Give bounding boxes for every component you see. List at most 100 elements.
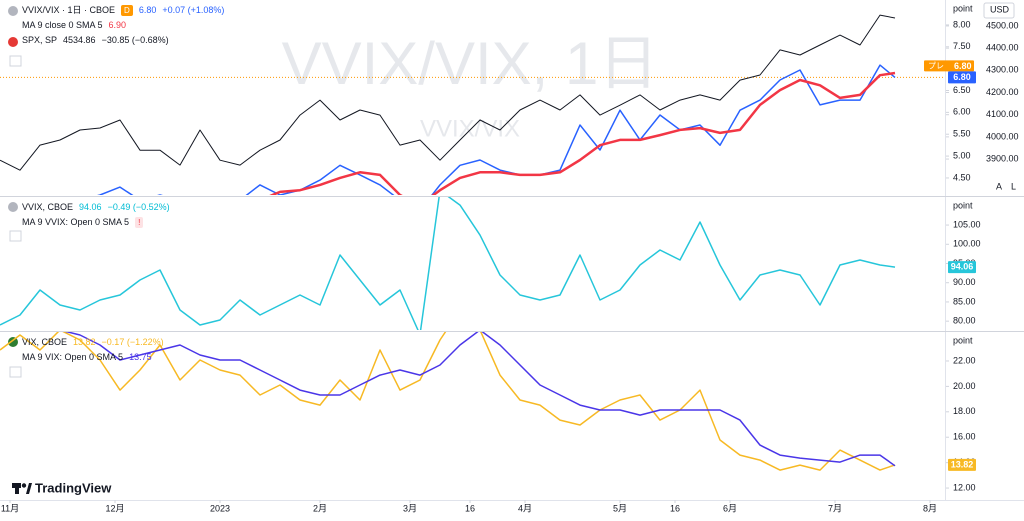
premarket-box [924, 60, 974, 72]
collapse-button[interactable] [9, 366, 22, 378]
y-tick-label: 85.00 [953, 296, 976, 306]
legend-item: 94.06 [79, 202, 102, 212]
x-tick-label: 4月 [518, 503, 532, 513]
y-tick-label: 90.00 [953, 277, 976, 287]
legend-item: −0.17 (−1.22%) [101, 337, 164, 347]
symbol-icon [8, 6, 18, 16]
legend-row: VIX, CBOE 13.82 −0.17 (−1.22%) [22, 335, 164, 350]
price-label: 6.80 [953, 72, 971, 82]
legend-item: VVIX, CBOE [22, 202, 74, 212]
x-tick-label: 7月 [828, 503, 842, 513]
y-tick-label: 100.00 [953, 239, 981, 249]
y-tick-label: 4.50 [953, 172, 971, 182]
series-line [64, 332, 896, 467]
y-tick-label: 20.00 [953, 381, 976, 391]
legend-item: −0.49 (−0.52%) [107, 202, 170, 212]
collapse-button[interactable] [9, 230, 22, 242]
y-tick-label: 22.00 [953, 355, 976, 365]
legend-item: MA 9 VIX: Open 0 SMA 5 [22, 352, 124, 362]
y-tick-label: 4400.00 [986, 43, 1019, 53]
y-tick-label: 7.50 [953, 41, 971, 51]
legend-item: 13.82 [73, 337, 96, 347]
legend-item: 6.90 [108, 20, 127, 30]
scale-label: point [953, 3, 973, 13]
tv-logo [12, 483, 32, 494]
x-tick-label: 11月 [1, 503, 19, 513]
price-label: 94.06 [951, 261, 974, 271]
price-label: 13.82 [951, 459, 974, 469]
brand: TradingView [35, 480, 112, 495]
legend-item: 13.75 [129, 352, 152, 362]
legend-row: MA 9 VVIX: Open 0 SMA 5! [22, 215, 170, 230]
legend-row: VVIX, CBOE 94.06 −0.49 (−0.52%) [22, 200, 170, 215]
series-line [0, 14, 896, 171]
symbol-icon [8, 337, 18, 347]
y-tick-label: 4000.00 [986, 131, 1019, 141]
y-tick-label: 16.00 [953, 432, 976, 442]
y-tick-label: 5.00 [953, 150, 971, 160]
legend-item: 6.80 [138, 5, 157, 15]
legend-item: SPX, SP [22, 35, 58, 45]
series-line [269, 71, 896, 195]
scale-label: point [953, 200, 973, 210]
legend: VVIX, CBOE 94.06 −0.49 (−0.52%) MA 9 VVIX: … [22, 200, 170, 230]
price-label-box [948, 71, 976, 84]
y-tick-label: 4500.00 [986, 20, 1019, 30]
collapse-button[interactable] [9, 55, 22, 67]
y-tick-label: 105.00 [953, 219, 981, 229]
scale-label: USD [990, 4, 1010, 14]
legend-item: VVIX/VIX · 1日 · CBOE [22, 5, 116, 15]
series-line [97, 64, 896, 195]
legend: VVIX/VIX · 1日 · CBOE D 6.80 +0.07 (+1.08%) M… [22, 3, 224, 48]
series-line [0, 197, 896, 330]
premarket-label: プレ [928, 61, 944, 70]
x-tick-label: 16 [670, 503, 680, 513]
y-tick-label: 6.50 [953, 85, 971, 95]
symbol-icon [8, 37, 18, 47]
y-tick-label: 80.00 [953, 316, 976, 326]
y-tick-label: 6.00 [953, 107, 971, 117]
y-tick-label: 12.00 [953, 482, 976, 492]
y-tick-label: 5.50 [953, 129, 971, 139]
x-tick-label: 3月 [403, 503, 417, 513]
x-tick-label: 2023 [210, 503, 230, 513]
x-tick-label: 6月 [723, 503, 737, 513]
scale-label: A [996, 181, 1002, 191]
price-label-box [948, 261, 976, 274]
legend-row: VVIX/VIX · 1日 · CBOE D 6.80 +0.07 (+1.08%) [22, 3, 224, 18]
y-tick-label: 8.00 [953, 19, 971, 29]
legend-item: −30.85 (−0.68%) [101, 35, 169, 45]
x-tick-label: 12月 [105, 503, 124, 513]
symbol-icon [8, 202, 18, 212]
y-tick-label: 4100.00 [986, 109, 1019, 119]
y-tick-label: 4300.00 [986, 65, 1019, 75]
y-tick-label: 4200.00 [986, 87, 1019, 97]
premarket-price: 6.80 [954, 61, 972, 71]
watermark: VVIX/VIX, 1日 [282, 30, 659, 97]
currency-box [983, 2, 1015, 19]
legend-item: MA 9 VVIX: Open 0 SMA 5 [22, 217, 130, 227]
legend-item: MA 9 close 0 SMA 5 [22, 20, 103, 30]
series-line [0, 332, 896, 471]
x-tick-label: 16 [465, 503, 475, 513]
legend-item: VIX, CBOE [22, 337, 68, 347]
y-tick-label: 3900.00 [986, 153, 1019, 163]
legend-row: SPX, SP 4534.86 −30.85 (−0.68%) [22, 33, 224, 48]
legend-row: MA 9 VIX: Open 0 SMA 5 13.75 [22, 350, 164, 365]
x-tick-label: 8月 [923, 503, 937, 513]
scale-label: point [953, 335, 973, 345]
x-tick-label: 2月 [313, 503, 327, 513]
legend-item: ! [135, 217, 144, 228]
legend-item: +0.07 (+1.08%) [162, 5, 225, 15]
legend-item: D [121, 5, 133, 16]
scale-label: L [1011, 181, 1016, 191]
price-label-box [948, 458, 976, 471]
x-tick-label: 5月 [613, 503, 627, 513]
watermark: VVIX/VIX [420, 115, 520, 142]
legend: VIX, CBOE 13.82 −0.17 (−1.22%) MA 9 VIX: Op… [22, 335, 164, 365]
y-tick-label: 18.00 [953, 406, 976, 416]
legend-row: MA 9 close 0 SMA 5 6.90 [22, 18, 224, 33]
